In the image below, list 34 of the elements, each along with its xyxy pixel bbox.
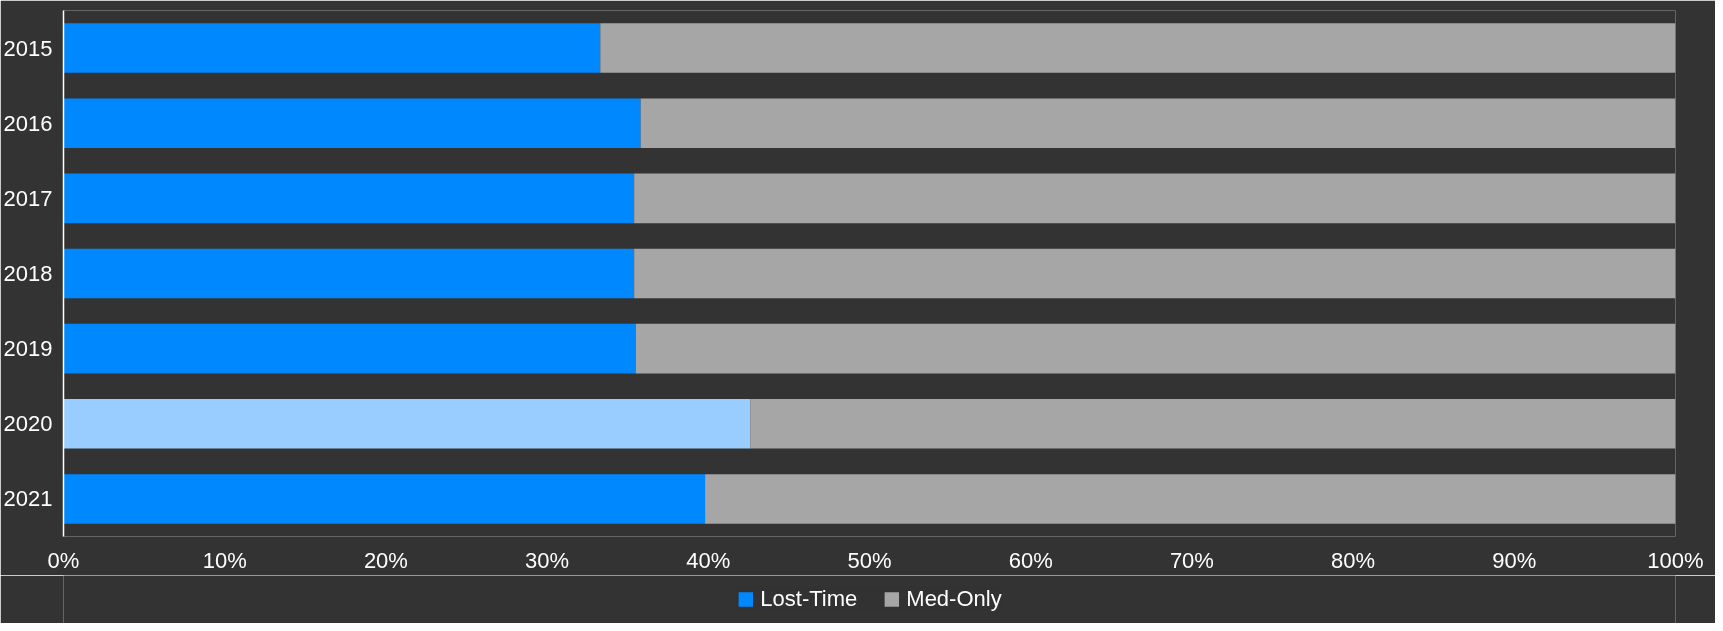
bar: [63, 173, 635, 224]
x-tick-label: 50%: [847, 547, 892, 573]
bar: [63, 323, 636, 374]
x-tick-label: 90%: [1492, 547, 1537, 573]
bar: [63, 23, 601, 73]
y-tick-label: 2017: [3, 185, 53, 211]
x-tick-label: 70%: [1169, 547, 1214, 573]
y-tick-label: 2019: [3, 336, 53, 362]
x-tick-label: 0%: [47, 547, 80, 573]
bar: [63, 474, 706, 524]
bar: [640, 98, 1676, 149]
bar: [634, 248, 1676, 299]
x-tick-label: 20%: [363, 547, 408, 573]
bar: [705, 474, 1676, 524]
bar: [634, 173, 1676, 224]
y-tick-label: 2016: [3, 110, 53, 136]
x-tick-label: 40%: [686, 547, 731, 573]
bar: [750, 398, 1676, 449]
legend-label: Med-Only: [906, 586, 1002, 612]
legend-label: Lost-Time: [760, 586, 858, 612]
bar: [600, 23, 1676, 73]
x-tick-label: 80%: [1331, 547, 1376, 573]
y-tick-label: 2015: [3, 35, 53, 61]
x-tick-label: 100%: [1647, 547, 1704, 573]
x-tick-label: 10%: [202, 547, 247, 573]
x-tick-label: 60%: [1008, 547, 1053, 573]
y-tick-label: 2020: [3, 411, 53, 437]
y-tick-label: 2021: [3, 486, 53, 512]
bar: [63, 398, 751, 449]
x-tick-label: 30%: [525, 547, 570, 573]
bar: [63, 248, 635, 299]
bar: [635, 323, 1676, 374]
y-tick-label: 2018: [3, 261, 53, 286]
bar: [63, 98, 641, 149]
